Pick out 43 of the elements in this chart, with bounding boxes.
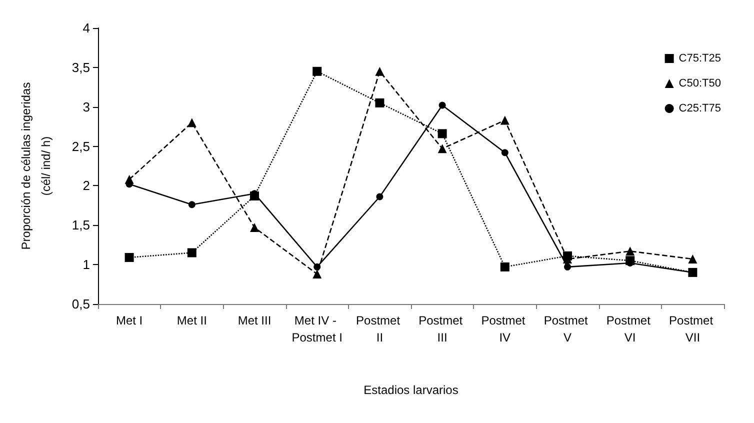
legend-label: C25:T75: [678, 102, 722, 114]
x-tick-label: Met IV - Postmet I: [292, 314, 342, 344]
point: [312, 66, 322, 76]
x-tick-label: Postmet IV: [481, 314, 529, 344]
x-tick-label: Met III: [238, 314, 272, 328]
y-tick-label: 0,5: [72, 296, 90, 312]
point: [438, 144, 447, 154]
point: [564, 263, 571, 270]
point: [376, 193, 384, 200]
y-tick-label: 3,5: [72, 60, 90, 75]
point: [688, 254, 698, 264]
point: [501, 149, 508, 156]
y-tick-label: 2: [82, 178, 90, 194]
point: [250, 223, 259, 232]
x-tick-label: Postmet III: [418, 314, 466, 344]
legend-label: C50:T50: [678, 78, 722, 90]
point: [187, 248, 196, 258]
x-axis-title: Estadios larvarios: [364, 383, 458, 397]
point: [500, 116, 510, 125]
x-tick-label: Postmet II: [356, 314, 404, 344]
point: [187, 118, 196, 128]
point: [375, 98, 384, 108]
y-tick-label: 4: [82, 20, 90, 36]
point: [626, 246, 635, 256]
point: [188, 201, 196, 208]
y-tick-label: 3: [82, 99, 90, 114]
x-tick-label: Met I: [116, 314, 143, 328]
point: [314, 263, 321, 270]
x-tick-label: Postmet VI: [606, 314, 654, 344]
y-tick-label: 2,5: [72, 138, 90, 154]
point: [124, 252, 134, 262]
y-axis-title: Proporción de células ingeridas (cél/ ind/ h): [19, 82, 53, 250]
y-tick-label: 1: [82, 257, 90, 272]
point: [500, 262, 510, 272]
point: [438, 102, 446, 109]
x-tick-label: Postmet V: [544, 314, 592, 344]
point: [375, 66, 384, 76]
x-tick-label: Postmet VII: [669, 314, 716, 344]
point: [312, 270, 322, 279]
x-tick-label: Met II: [176, 314, 207, 328]
y-tick-label: 1,5: [72, 218, 90, 233]
point: [438, 129, 447, 138]
legend-label: C75:T25: [678, 52, 722, 64]
